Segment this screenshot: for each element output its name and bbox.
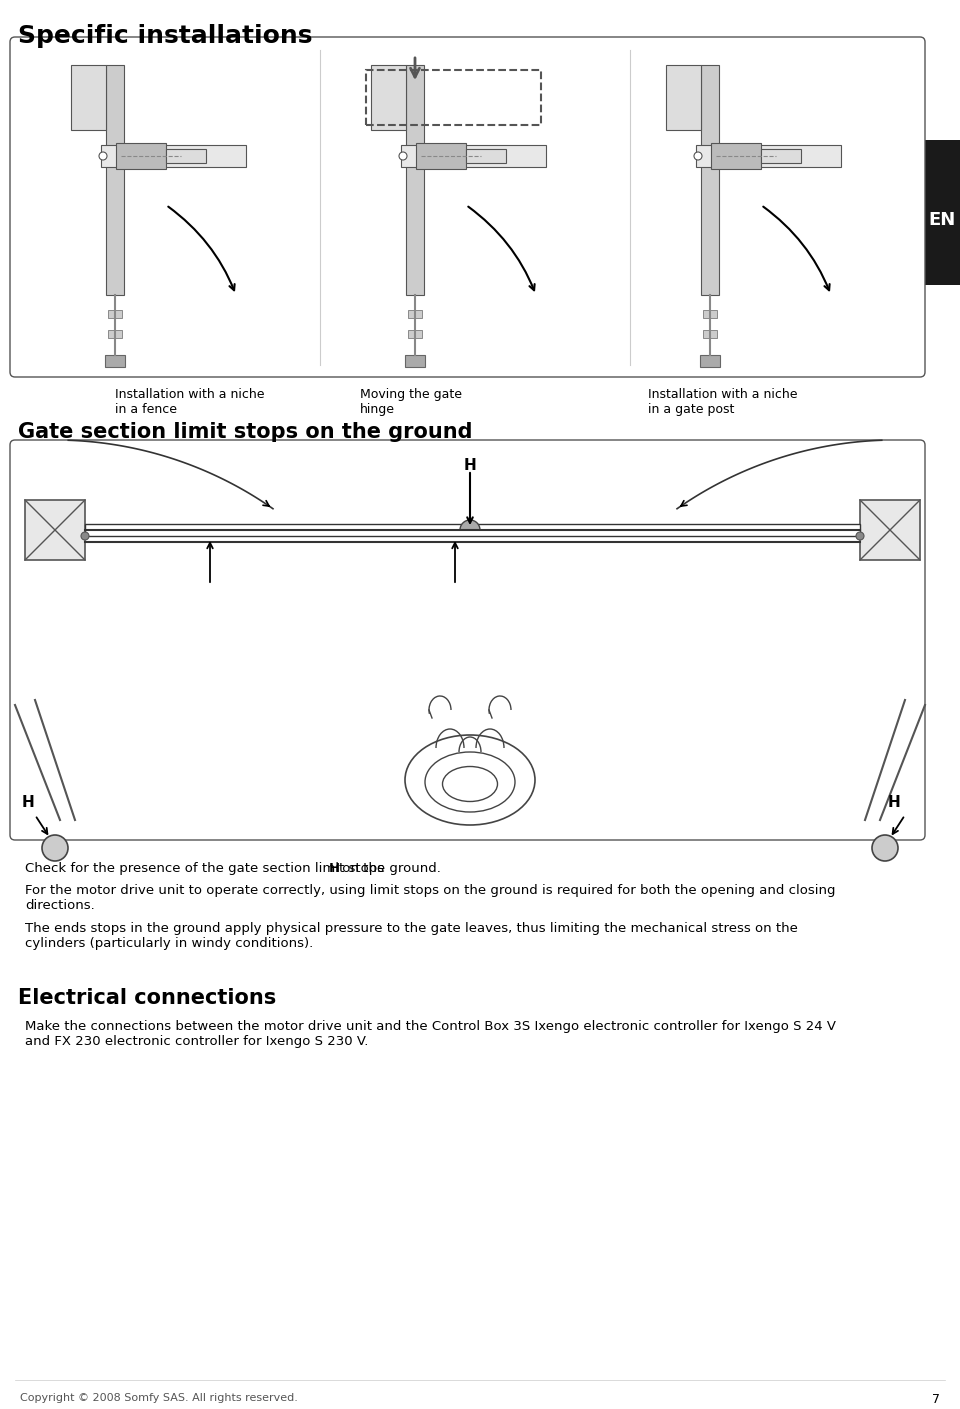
Ellipse shape <box>443 766 497 802</box>
Text: on the ground.: on the ground. <box>338 862 441 875</box>
Text: 7: 7 <box>932 1394 940 1406</box>
Circle shape <box>42 836 68 861</box>
Text: Copyright © 2008 Somfy SAS. All rights reserved.: Copyright © 2008 Somfy SAS. All rights r… <box>20 1394 298 1403</box>
Circle shape <box>399 152 407 161</box>
Circle shape <box>81 533 89 540</box>
Bar <box>416 142 466 169</box>
Circle shape <box>99 152 107 161</box>
Bar <box>401 145 546 168</box>
Bar <box>166 149 206 163</box>
Circle shape <box>694 152 702 161</box>
Wedge shape <box>460 520 480 530</box>
FancyBboxPatch shape <box>10 440 925 840</box>
Bar <box>700 355 720 366</box>
Text: H: H <box>464 458 476 473</box>
Bar <box>711 142 761 169</box>
Bar <box>408 310 422 318</box>
Bar <box>405 355 425 366</box>
Bar <box>101 145 246 168</box>
Bar <box>666 65 701 130</box>
Text: For the motor drive unit to operate correctly, using limit stops on the ground i: For the motor drive unit to operate corr… <box>25 883 835 912</box>
Bar <box>85 524 860 535</box>
Ellipse shape <box>425 752 515 812</box>
Ellipse shape <box>405 735 535 826</box>
Text: Installation with a niche
in a fence: Installation with a niche in a fence <box>115 387 265 416</box>
Text: H: H <box>888 795 900 810</box>
Bar <box>703 330 717 338</box>
Bar <box>406 65 424 294</box>
Bar <box>466 149 506 163</box>
Bar <box>108 330 122 338</box>
Text: Moving the gate
hinge: Moving the gate hinge <box>360 387 462 416</box>
Circle shape <box>856 533 864 540</box>
Bar <box>106 65 124 294</box>
Text: Gate section limit stops on the ground: Gate section limit stops on the ground <box>18 423 472 442</box>
Bar <box>71 65 106 130</box>
Text: EN: EN <box>928 211 955 230</box>
Bar <box>696 145 841 168</box>
FancyBboxPatch shape <box>10 37 925 378</box>
Text: The ends stops in the ground apply physical pressure to the gate leaves, thus li: The ends stops in the ground apply physi… <box>25 921 798 950</box>
Bar <box>761 149 801 163</box>
Text: Installation with a niche
in a gate post: Installation with a niche in a gate post <box>648 387 798 416</box>
Bar <box>108 310 122 318</box>
Bar <box>701 65 719 294</box>
Text: Check for the presence of the gate section limit stops: Check for the presence of the gate secti… <box>25 862 389 875</box>
Text: Make the connections between the motor drive unit and the Control Box 3S Ixengo : Make the connections between the motor d… <box>25 1020 836 1048</box>
Bar <box>408 330 422 338</box>
Text: Specific installations: Specific installations <box>18 24 313 48</box>
Bar <box>703 310 717 318</box>
Bar <box>860 500 920 559</box>
Text: Electrical connections: Electrical connections <box>18 988 276 1007</box>
Circle shape <box>872 836 898 861</box>
Bar <box>105 355 125 366</box>
Bar <box>116 142 166 169</box>
Text: H: H <box>22 795 35 810</box>
Bar <box>371 65 406 130</box>
Bar <box>25 500 85 559</box>
Text: H: H <box>328 862 340 875</box>
Bar <box>924 139 960 285</box>
